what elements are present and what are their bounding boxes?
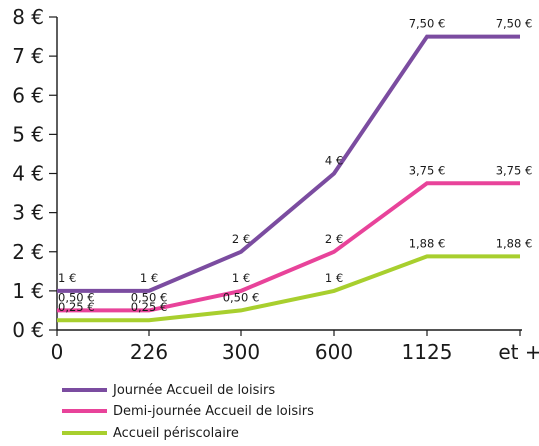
data-label: 2 € <box>325 232 343 246</box>
x-tick-label: 300 <box>222 340 260 364</box>
y-axis-ticks: 0 € 1 € 2 € 3 € 4 € 5 € 6 € 7 € 8 € <box>12 5 57 342</box>
x-tick-label: 1125 <box>402 340 453 364</box>
data-label: 1 € <box>325 271 343 285</box>
data-label: 1 € <box>140 271 158 285</box>
legend-label: Journée Accueil de loisirs <box>112 383 275 398</box>
data-label: 0,50 € <box>223 290 260 304</box>
y-tick-label: 8 € <box>12 5 44 29</box>
y-tick-label: 0 € <box>12 318 44 342</box>
series-line-1 <box>57 34 520 293</box>
data-labels: 1 € 1 € 2 € 4 € 7,50 € 7,50 € 0,50 € 0,50 € 1 € 2… <box>58 17 532 315</box>
y-tick-label: 4 € <box>12 162 44 186</box>
data-label: 1 € <box>232 271 250 285</box>
data-label: 1,88 € <box>409 236 446 250</box>
y-tick-label: 1 € <box>12 279 44 303</box>
data-label: 3,75 € <box>409 163 446 177</box>
series-line-3 <box>57 254 520 323</box>
chart-axes <box>56 17 522 331</box>
series-lines <box>57 34 520 323</box>
data-label: 1,88 € <box>496 236 533 250</box>
x-tick-label: 600 <box>315 340 353 364</box>
x-tick-label: 0 <box>51 340 64 364</box>
y-tick-label: 6 € <box>12 83 44 107</box>
data-label: 1 € <box>58 271 76 285</box>
data-label: 0,25 € <box>58 300 95 314</box>
data-label: 4 € <box>325 154 343 168</box>
y-tick-label: 5 € <box>12 122 44 146</box>
y-tick-label: 3 € <box>12 201 44 225</box>
x-axis-ticks: 0 226 300 600 1125 et + <box>51 330 539 364</box>
y-tick-label: 7 € <box>12 44 44 68</box>
data-label: 7,50 € <box>496 17 533 31</box>
data-label: 0,50 € <box>131 290 168 304</box>
series-line-2 <box>57 181 520 313</box>
x-tick-label: et + <box>498 340 539 364</box>
x-tick-label: 226 <box>130 340 168 364</box>
legend-label: Demi-journée Accueil de loisirs <box>113 404 314 419</box>
legend: Journée Accueil de loisirs Demi-journée A… <box>62 383 314 441</box>
data-label: 0,25 € <box>131 300 168 314</box>
data-label: 2 € <box>232 232 250 246</box>
legend-label: Accueil périscolaire <box>113 426 239 441</box>
y-tick-label: 2 € <box>12 240 44 264</box>
data-label: 7,50 € <box>409 17 446 31</box>
data-label: 3,75 € <box>496 163 533 177</box>
data-label: 0,50 € <box>58 290 95 304</box>
